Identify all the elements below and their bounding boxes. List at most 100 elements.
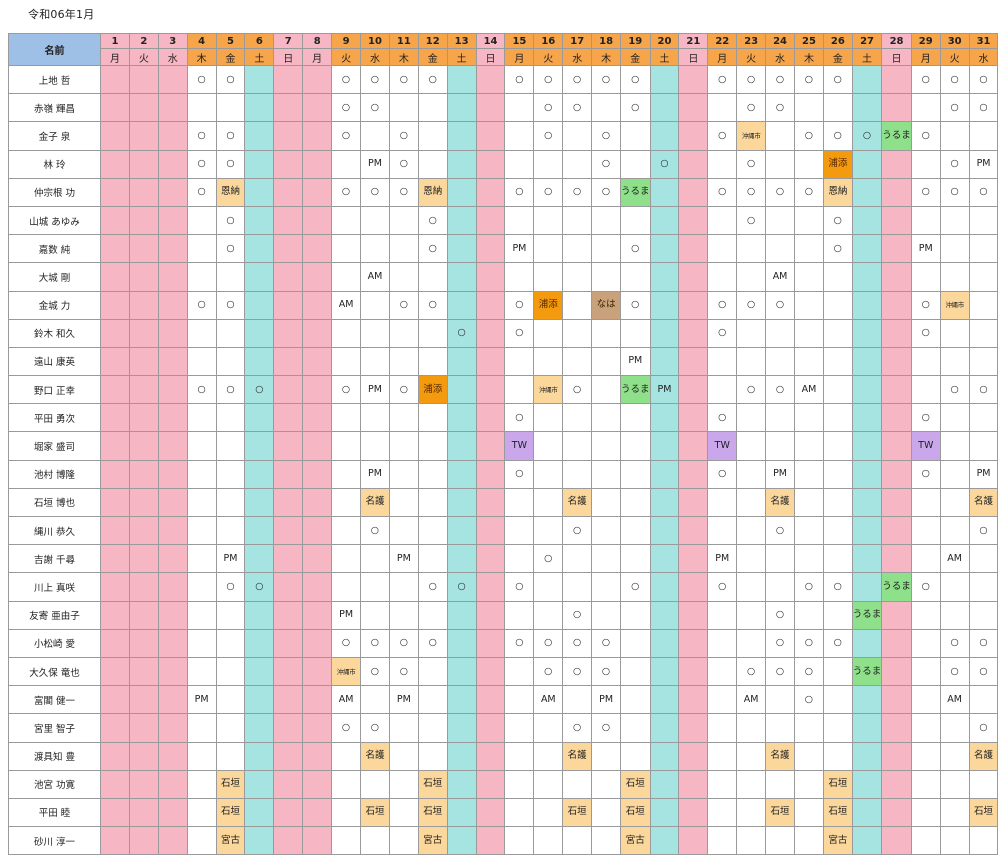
schedule-cell[interactable]: ○ — [504, 64, 535, 95]
schedule-cell[interactable] — [881, 826, 912, 856]
schedule-cell[interactable]: うるま — [851, 600, 883, 630]
schedule-cell[interactable]: ○ — [331, 628, 362, 658]
schedule-cell[interactable] — [186, 826, 217, 856]
schedule-cell[interactable]: ○ — [707, 459, 738, 489]
schedule-cell[interactable] — [417, 262, 448, 292]
schedule-cell[interactable] — [360, 318, 390, 348]
schedule-cell[interactable] — [302, 262, 333, 292]
schedule-cell[interactable] — [128, 797, 159, 828]
schedule-cell[interactable] — [533, 572, 564, 602]
schedule-cell[interactable]: TW — [707, 431, 738, 461]
schedule-cell[interactable] — [273, 741, 304, 771]
schedule-cell[interactable] — [736, 262, 767, 292]
schedule-cell[interactable] — [533, 346, 564, 377]
schedule-cell[interactable] — [851, 826, 883, 856]
schedule-cell[interactable]: ○ — [562, 600, 593, 630]
schedule-cell[interactable] — [504, 685, 535, 715]
schedule-cell[interactable]: ○ — [939, 375, 970, 405]
schedule-cell[interactable] — [765, 403, 795, 433]
schedule-cell[interactable] — [186, 628, 217, 658]
schedule-cell[interactable] — [939, 121, 970, 151]
schedule-cell[interactable] — [244, 487, 275, 518]
schedule-cell[interactable] — [910, 544, 941, 574]
schedule-cell[interactable] — [100, 121, 130, 151]
schedule-cell[interactable] — [244, 826, 275, 856]
schedule-cell[interactable] — [649, 769, 680, 799]
schedule-cell[interactable] — [273, 403, 304, 433]
schedule-cell[interactable]: ○ — [331, 64, 362, 95]
schedule-cell[interactable]: 浦添 — [417, 375, 448, 405]
schedule-cell[interactable] — [678, 685, 709, 715]
schedule-cell[interactable] — [562, 459, 593, 489]
schedule-cell[interactable] — [765, 769, 795, 799]
schedule-cell[interactable] — [678, 797, 709, 828]
schedule-cell[interactable]: PM — [504, 234, 535, 264]
schedule-cell[interactable] — [591, 375, 622, 405]
schedule-cell[interactable] — [765, 149, 795, 179]
schedule-cell[interactable] — [707, 826, 738, 856]
schedule-cell[interactable] — [707, 656, 738, 687]
schedule-cell[interactable] — [851, 234, 883, 264]
schedule-cell[interactable] — [128, 628, 159, 658]
schedule-cell[interactable] — [562, 121, 593, 151]
schedule-cell[interactable] — [649, 205, 680, 236]
schedule-cell[interactable] — [215, 713, 246, 743]
schedule-cell[interactable]: AM — [736, 685, 767, 715]
schedule-cell[interactable] — [186, 487, 217, 518]
schedule-cell[interactable]: ○ — [968, 656, 999, 687]
schedule-cell[interactable] — [649, 685, 680, 715]
schedule-cell[interactable] — [128, 403, 159, 433]
schedule-cell[interactable] — [881, 656, 912, 687]
schedule-cell[interactable]: 石垣 — [765, 797, 795, 828]
schedule-cell[interactable]: ○ — [910, 177, 941, 207]
schedule-cell[interactable] — [707, 93, 738, 123]
schedule-cell[interactable] — [273, 64, 304, 95]
schedule-cell[interactable] — [388, 769, 419, 799]
schedule-cell[interactable] — [881, 403, 912, 433]
schedule-cell[interactable]: ○ — [446, 318, 477, 348]
schedule-cell[interactable] — [881, 431, 912, 461]
schedule-cell[interactable] — [157, 713, 188, 743]
schedule-cell[interactable] — [302, 572, 333, 602]
schedule-cell[interactable] — [649, 431, 680, 461]
schedule-cell[interactable] — [765, 826, 795, 856]
schedule-cell[interactable]: 石垣 — [215, 769, 246, 799]
schedule-cell[interactable] — [388, 403, 419, 433]
schedule-cell[interactable] — [533, 205, 564, 236]
schedule-cell[interactable] — [128, 600, 159, 630]
schedule-cell[interactable] — [388, 262, 419, 292]
schedule-cell[interactable]: うるま — [620, 375, 651, 405]
schedule-cell[interactable] — [446, 515, 477, 546]
schedule-cell[interactable] — [331, 459, 362, 489]
schedule-cell[interactable]: ○ — [215, 64, 246, 95]
schedule-cell[interactable] — [533, 826, 564, 856]
schedule-cell[interactable]: PM — [215, 544, 246, 574]
schedule-cell[interactable] — [215, 656, 246, 687]
schedule-cell[interactable] — [273, 93, 304, 123]
schedule-cell[interactable]: ○ — [533, 177, 564, 207]
schedule-cell[interactable] — [765, 713, 795, 743]
schedule-cell[interactable] — [128, 318, 159, 348]
schedule-cell[interactable] — [157, 741, 188, 771]
schedule-cell[interactable] — [215, 431, 246, 461]
schedule-cell[interactable] — [620, 205, 651, 236]
schedule-cell[interactable] — [128, 346, 159, 377]
schedule-cell[interactable] — [881, 290, 912, 320]
schedule-cell[interactable] — [157, 403, 188, 433]
schedule-cell[interactable]: ○ — [417, 205, 448, 236]
schedule-cell[interactable] — [302, 290, 333, 320]
schedule-cell[interactable] — [475, 262, 506, 292]
schedule-cell[interactable] — [417, 544, 448, 574]
schedule-cell[interactable] — [302, 769, 333, 799]
schedule-cell[interactable]: ○ — [765, 656, 795, 687]
schedule-cell[interactable] — [939, 346, 970, 377]
schedule-cell[interactable]: ○ — [215, 205, 246, 236]
schedule-cell[interactable]: ○ — [417, 290, 448, 320]
schedule-cell[interactable]: ○ — [736, 64, 767, 95]
schedule-cell[interactable] — [100, 656, 130, 687]
schedule-cell[interactable] — [504, 205, 535, 236]
schedule-cell[interactable] — [244, 431, 275, 461]
schedule-cell[interactable] — [446, 797, 477, 828]
schedule-cell[interactable] — [707, 515, 738, 546]
schedule-cell[interactable]: うるま — [881, 121, 912, 151]
